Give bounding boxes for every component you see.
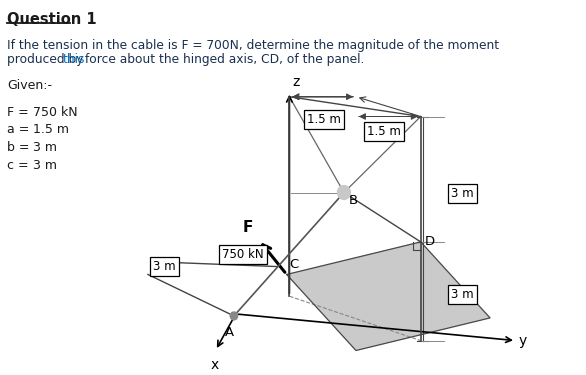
Text: 3 m: 3 m — [451, 187, 473, 200]
Text: Question 1: Question 1 — [8, 12, 97, 27]
Text: If the tension in the cable is F = 700N, determine the magnitude of the moment: If the tension in the cable is F = 700N,… — [8, 39, 499, 53]
Text: B: B — [349, 195, 357, 207]
Text: 3 m: 3 m — [33, 159, 57, 172]
Text: 750 kN: 750 kN — [222, 248, 264, 261]
Text: force about the hinged axis, CD, of the panel.: force about the hinged axis, CD, of the … — [81, 53, 364, 66]
Circle shape — [338, 186, 350, 200]
Text: b =: b = — [8, 141, 34, 154]
Text: A: A — [224, 326, 234, 339]
Text: this: this — [63, 53, 86, 66]
Text: produced by: produced by — [8, 53, 88, 66]
Text: F =: F = — [8, 106, 33, 118]
Circle shape — [230, 312, 238, 320]
Text: 750 kN: 750 kN — [33, 106, 78, 118]
Text: D: D — [424, 236, 435, 248]
Text: 3 m: 3 m — [154, 260, 176, 273]
Text: 1.5 m: 1.5 m — [367, 125, 401, 138]
Text: z: z — [292, 75, 299, 89]
Text: y: y — [519, 334, 527, 348]
Text: Given:-: Given:- — [8, 79, 52, 92]
Text: x: x — [211, 358, 219, 372]
Text: 3 m: 3 m — [33, 141, 57, 154]
Text: 1.5 m: 1.5 m — [306, 113, 340, 126]
Text: C: C — [289, 258, 299, 270]
Text: 1.5 m: 1.5 m — [33, 123, 69, 136]
Text: F: F — [242, 220, 253, 235]
Text: c =: c = — [8, 159, 33, 172]
Text: a =: a = — [8, 123, 34, 136]
Text: 3 m: 3 m — [451, 288, 473, 301]
Polygon shape — [287, 242, 490, 351]
